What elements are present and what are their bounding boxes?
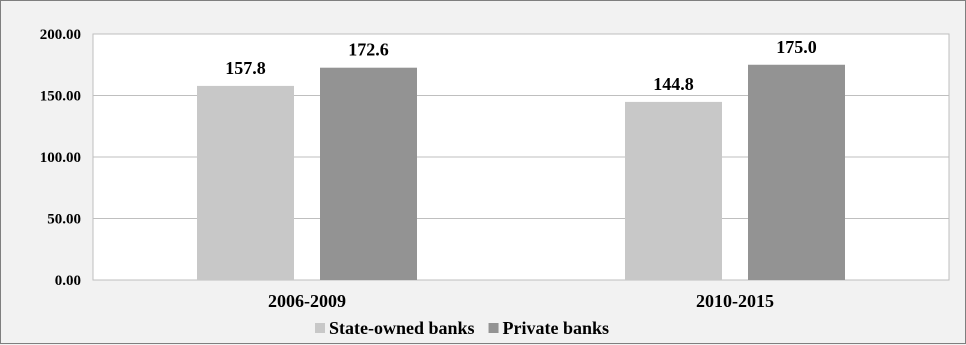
legend-swatch [488, 323, 499, 333]
bar-state-owned-banks-0 [197, 85, 294, 280]
legend-swatch [315, 323, 325, 333]
x-category-label: 2010-2015 [696, 291, 774, 311]
y-axis-ticks: 0.00 50.00 100.00 150.00 200.00 [40, 27, 81, 289]
data-label: 144.8 [653, 74, 694, 94]
y-tick-label: 0.00 [55, 273, 81, 289]
bar-state-owned-banks-1 [625, 101, 722, 280]
legend-label: Private banks [503, 318, 610, 338]
data-labels: 157.8 172.6 144.8 175.0 [225, 37, 817, 94]
bars [197, 64, 845, 281]
y-tick-label: 200.00 [40, 27, 81, 43]
bar-private-banks-0 [320, 67, 417, 281]
data-label: 172.6 [348, 40, 389, 60]
y-tick-label: 50.00 [47, 212, 81, 228]
data-label: 175.0 [776, 37, 817, 57]
y-tick-label: 150.00 [40, 89, 81, 105]
bar-private-banks-1 [748, 64, 845, 280]
x-axis-categories: 2006-2009 2010-2015 [268, 291, 774, 311]
legend: State-owned banks Private banks [315, 318, 609, 338]
legend-label: State-owned banks [329, 318, 475, 338]
y-tick-label: 100.00 [40, 150, 81, 166]
x-category-label: 2006-2009 [268, 291, 346, 311]
data-label: 157.8 [225, 58, 266, 78]
